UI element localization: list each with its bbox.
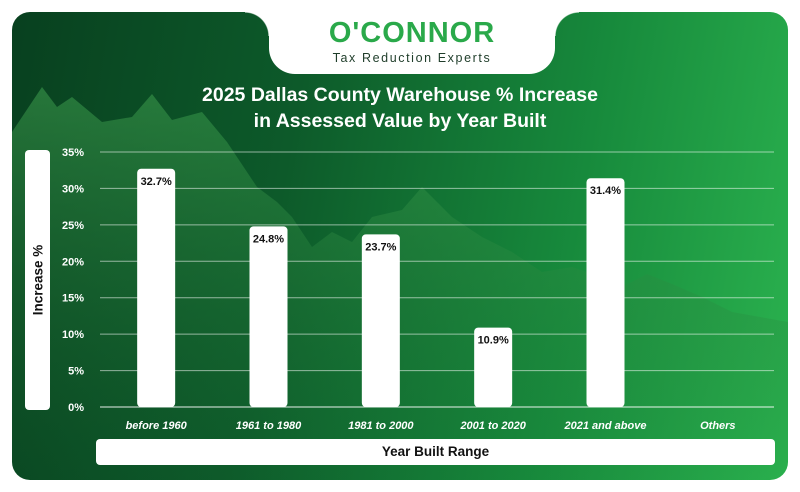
y-tick-label: 35% <box>62 147 84 159</box>
y-tick-label: 10% <box>62 329 84 341</box>
y-tick-label: 5% <box>68 366 84 378</box>
data-label: 10.9% <box>478 335 509 347</box>
chart-title: 2025 Dallas County Warehouse % Increase … <box>112 82 688 134</box>
x-tick-label: before 1960 <box>126 420 188 432</box>
bar <box>137 168 176 407</box>
data-label: 32.7% <box>141 176 172 188</box>
data-label: 23.7% <box>365 241 396 253</box>
brand-tagline: Tax Reduction Experts <box>332 51 492 65</box>
chart-title-line-2: in Assessed Value by Year Built <box>253 110 547 132</box>
y-axis-label: Increase % <box>30 244 45 316</box>
bar <box>586 178 625 407</box>
bar <box>474 327 513 407</box>
chart-title-line-1: 2025 Dallas County Warehouse % Increase <box>202 84 598 106</box>
x-tick-label: 2001 to 2020 <box>459 420 526 432</box>
y-axis-label-panel: Increase % <box>25 150 50 410</box>
data-label: 24.8% <box>253 233 284 245</box>
x-tick-label: Others <box>700 420 735 432</box>
y-tick-label: 0% <box>68 402 84 414</box>
chart-card: 0% 5% 10% 15% 20% 25% 30% 35% 32.7% before 1960 24… <box>12 12 788 480</box>
x-axis-label-panel: Year Built Range <box>96 439 775 465</box>
x-axis-label: Year Built Range <box>381 444 490 459</box>
y-tick-label: 20% <box>62 256 84 268</box>
grid-layer <box>100 151 774 408</box>
y-tick-label: 15% <box>62 293 84 305</box>
label-layer: 0% 5% 10% 15% 20% 25% 30% 35% 32.7% before 1960 24… <box>62 147 736 432</box>
chart-canvas: 0% 5% 10% 15% 20% 25% 30% 35% 32.7% before 1960 24… <box>12 87 788 480</box>
bar-layer <box>137 168 625 407</box>
brand-logo: O'CONNOR <box>328 17 496 49</box>
y-tick-label: 30% <box>62 183 84 195</box>
bar <box>249 226 288 407</box>
x-tick-label: 2021 and above <box>564 420 647 432</box>
logo-tab: O'CONNOR Tax Reduction Experts <box>245 12 579 74</box>
x-tick-label: 1961 to 1980 <box>236 420 302 432</box>
bar <box>361 234 400 407</box>
data-label: 31.4% <box>590 185 621 197</box>
x-tick-label: 1981 to 2000 <box>348 420 414 432</box>
y-tick-label: 25% <box>62 220 84 232</box>
